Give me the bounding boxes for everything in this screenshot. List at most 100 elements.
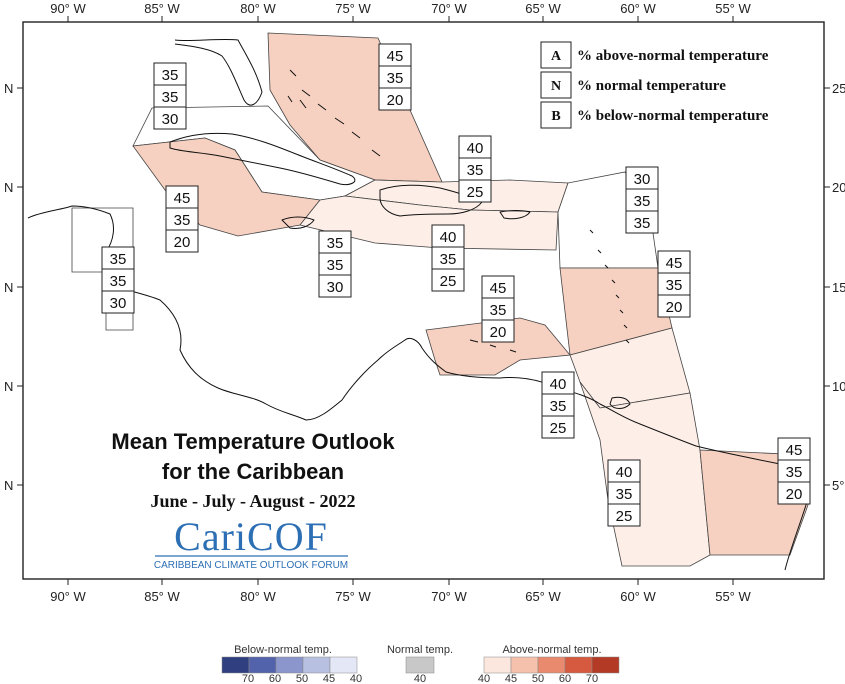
prob-normal: 35 <box>490 302 507 319</box>
prob-normal: 35 <box>634 193 651 210</box>
lon-label-top: 60° W <box>620 1 656 16</box>
map-title: Mean Temperature Outlook <box>111 429 395 454</box>
prob-normal: 35 <box>110 273 127 290</box>
prob-below: 20 <box>387 92 404 109</box>
prob-above: 35 <box>327 235 344 252</box>
scale-below-tick: 50 <box>296 673 308 684</box>
prob-below: 30 <box>110 295 127 312</box>
scale-below-tick: 70 <box>242 673 254 684</box>
prob-normal: 35 <box>467 162 484 179</box>
title-block: Mean Temperature Outlook for the Caribbe… <box>111 429 395 511</box>
prob-below: 20 <box>666 299 683 316</box>
prob-box-hispaniola-puerto-rico: 40 35 25 <box>431 224 465 292</box>
logo-tagline: CARIBBEAN CLIMATE OUTLOOK FORUM <box>154 560 348 571</box>
prob-box-suriname-french-guiana: 45 35 20 <box>777 437 811 505</box>
probability-key: A N B % above-normal temperature % norma… <box>540 41 769 129</box>
above-swatch-0 <box>483 656 512 674</box>
prob-box-cuba-cayman: 45 35 20 <box>165 185 199 253</box>
zone-belize-box <box>71 207 134 331</box>
lat-label-left: N <box>4 81 13 96</box>
top-longitude-labels: 90° W 85° W 80° W 75° W 70° W 65° W 60° … <box>50 1 751 16</box>
lat-label-right: 5° <box>832 478 844 493</box>
prob-box-nw-caribbean: 35 35 30 <box>153 62 187 130</box>
lon-label-bottom: 55° W <box>715 589 751 604</box>
above-swatch-4 <box>591 656 620 674</box>
below-swatch-2 <box>275 656 304 674</box>
above-swatch-3 <box>564 656 593 674</box>
scale-above-tick: 45 <box>505 673 517 684</box>
key-text-normal: % normal temperature <box>577 78 726 94</box>
lon-label-top: 80° W <box>240 1 276 16</box>
prob-normal: 35 <box>387 70 404 87</box>
scale-below-tick: 60 <box>269 673 281 684</box>
prob-below: 25 <box>616 508 633 525</box>
normal-swatch <box>405 656 435 674</box>
prob-box-guyana: 40 35 25 <box>607 459 641 527</box>
prob-box-belize: 35 35 30 <box>101 246 135 314</box>
prob-above: 45 <box>666 255 683 272</box>
lon-label-top: 75° W <box>335 1 371 16</box>
lat-label-right: 15 <box>832 280 845 295</box>
prob-above: 45 <box>387 48 404 65</box>
prob-box-windwards: 45 35 20 <box>657 250 691 318</box>
key-letter-b: B <box>551 109 560 124</box>
prob-box-jamaica: 35 35 30 <box>318 230 352 298</box>
prob-box-northern-leewards: 30 35 35 <box>625 166 659 234</box>
key-letter-n: N <box>551 79 561 94</box>
prob-below: 20 <box>786 486 803 503</box>
caricof-logo: CariCOF CARIBBEAN CLIMATE OUTLOOK FORUM <box>154 514 348 571</box>
prob-above: 35 <box>110 251 127 268</box>
forecast-zones <box>71 32 809 567</box>
lat-label-right: 25 <box>832 81 845 96</box>
lon-label-bottom: 70° W <box>431 589 467 604</box>
below-swatch-1 <box>248 656 277 674</box>
prob-below: 25 <box>550 420 567 437</box>
prob-normal: 35 <box>666 277 683 294</box>
logo-wordmark: CariCOF <box>174 514 328 559</box>
prob-below: 25 <box>440 273 457 290</box>
axis-ticks <box>17 16 830 585</box>
lat-label-left: N <box>4 478 13 493</box>
above-swatches <box>483 656 620 674</box>
lon-label-bottom: 75° W <box>335 589 371 604</box>
prob-box-abc-islands: 45 35 20 <box>481 275 515 343</box>
color-scale-legend: Below-normal temp. 70 60 50 45 40 Normal… <box>221 644 620 684</box>
lon-label-bottom: 85° W <box>144 589 180 604</box>
scale-normal-tick: 40 <box>414 673 426 684</box>
prob-above: 40 <box>550 376 567 393</box>
below-swatch-0 <box>221 656 250 674</box>
prob-box-bahamas: 45 35 20 <box>378 43 412 111</box>
lon-label-top: 70° W <box>431 1 467 16</box>
lat-label-right: 20 <box>832 180 845 195</box>
scale-above-tick: 70 <box>586 673 598 684</box>
prob-below: 35 <box>634 215 651 232</box>
lon-label-top: 90° W <box>50 1 86 16</box>
lat-label-left: N <box>4 280 13 295</box>
lon-label-bottom: 90° W <box>50 589 86 604</box>
prob-above: 35 <box>162 67 179 84</box>
scale-above-label: Above-normal temp. <box>502 644 601 656</box>
lat-label-left: N <box>4 180 13 195</box>
scale-above-tick: 60 <box>559 673 571 684</box>
map-period: June - July - August - 2022 <box>150 491 355 511</box>
lat-label-right: 10 <box>832 379 845 394</box>
prob-normal: 35 <box>327 257 344 274</box>
prob-below: 25 <box>467 184 484 201</box>
prob-above: 40 <box>467 140 484 157</box>
scale-below-tick: 40 <box>350 673 362 684</box>
below-swatch-3 <box>302 656 331 674</box>
prob-above: 30 <box>634 171 651 188</box>
scale-below-tick: 45 <box>323 673 335 684</box>
lon-label-top: 85° W <box>144 1 180 16</box>
lon-label-top: 55° W <box>715 1 751 16</box>
scale-above-tick: 40 <box>478 673 490 684</box>
above-swatch-2 <box>537 656 566 674</box>
prob-above: 45 <box>786 442 803 459</box>
key-letter-a: A <box>551 49 562 64</box>
prob-normal: 35 <box>440 251 457 268</box>
prob-below: 20 <box>490 324 507 341</box>
prob-normal: 35 <box>174 212 191 229</box>
above-swatch-1 <box>510 656 539 674</box>
lon-label-bottom: 80° W <box>240 589 276 604</box>
